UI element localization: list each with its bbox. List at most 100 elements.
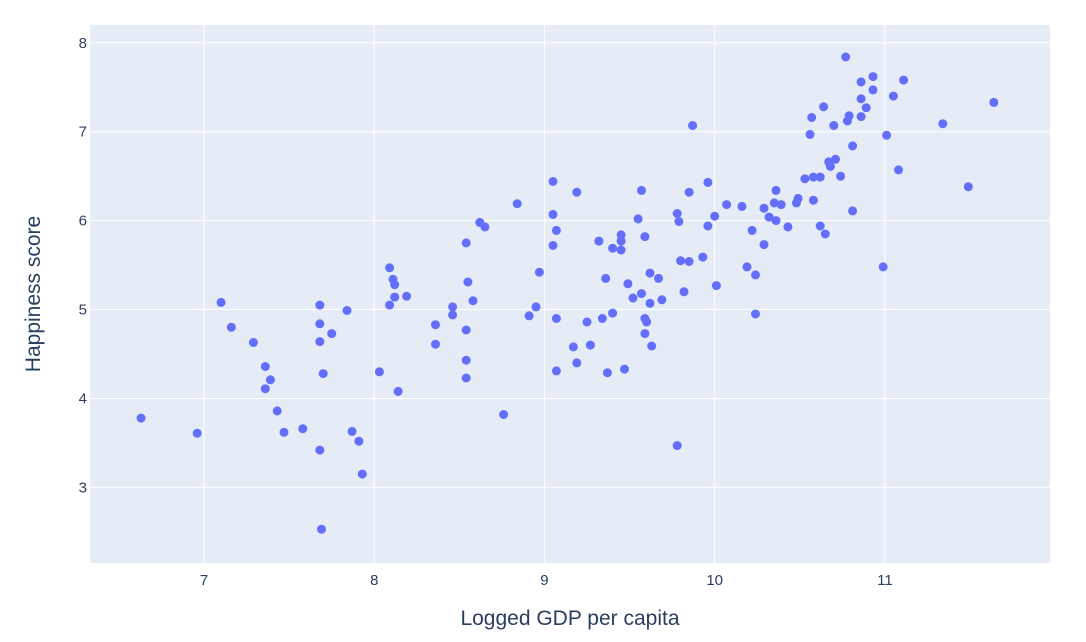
- scatter-point[interactable]: [616, 236, 626, 246]
- scatter-point[interactable]: [856, 94, 866, 104]
- scatter-point[interactable]: [226, 322, 236, 332]
- scatter-point[interactable]: [815, 172, 825, 182]
- scatter-point[interactable]: [431, 320, 440, 330]
- scatter-point[interactable]: [315, 445, 325, 455]
- scatter-point[interactable]: [327, 329, 337, 339]
- scatter-point[interactable]: [357, 469, 367, 479]
- scatter-point[interactable]: [265, 375, 275, 385]
- scatter-point[interactable]: [551, 225, 561, 235]
- scatter-point[interactable]: [684, 257, 694, 266]
- scatter-point[interactable]: [551, 366, 561, 376]
- scatter-point[interactable]: [620, 364, 629, 374]
- scatter-point[interactable]: [654, 273, 663, 283]
- scatter-point[interactable]: [807, 113, 817, 122]
- scatter-point[interactable]: [568, 342, 578, 352]
- scatter-point[interactable]: [374, 367, 384, 377]
- scatter-point[interactable]: [260, 384, 270, 394]
- scatter-point[interactable]: [645, 268, 655, 278]
- scatter-point[interactable]: [616, 230, 626, 240]
- scatter-point[interactable]: [548, 177, 558, 186]
- scatter-point[interactable]: [468, 296, 478, 306]
- scatter-point[interactable]: [848, 141, 858, 151]
- scatter-point[interactable]: [776, 200, 786, 210]
- scatter-point[interactable]: [548, 209, 558, 219]
- scatter-point[interactable]: [703, 221, 713, 231]
- scatter-point[interactable]: [856, 77, 866, 87]
- scatter-point[interactable]: [534, 267, 544, 277]
- scatter-point[interactable]: [793, 193, 803, 203]
- scatter-point[interactable]: [633, 214, 643, 224]
- scatter-point[interactable]: [808, 195, 818, 205]
- scatter-point[interactable]: [771, 185, 781, 195]
- scatter-point[interactable]: [298, 424, 308, 434]
- scatter-point[interactable]: [216, 297, 226, 307]
- scatter-point[interactable]: [672, 209, 682, 218]
- scatter-point[interactable]: [448, 310, 458, 320]
- scatter-point[interactable]: [815, 221, 825, 231]
- scatter-point[interactable]: [448, 302, 458, 312]
- scatter-point[interactable]: [894, 165, 903, 175]
- scatter-point[interactable]: [764, 212, 774, 222]
- scatter-point[interactable]: [642, 317, 652, 327]
- scatter-point[interactable]: [402, 291, 412, 301]
- scatter-point[interactable]: [808, 172, 818, 182]
- scatter-point[interactable]: [829, 121, 839, 130]
- scatter-point[interactable]: [637, 185, 646, 195]
- scatter-point[interactable]: [192, 428, 202, 438]
- scatter-point[interactable]: [820, 229, 830, 239]
- scatter-point[interactable]: [861, 103, 871, 113]
- scatter-point[interactable]: [825, 161, 835, 171]
- scatter-point[interactable]: [711, 281, 721, 291]
- scatter-point[interactable]: [317, 524, 326, 534]
- scatter-point[interactable]: [747, 225, 757, 235]
- scatter-point[interactable]: [672, 441, 682, 451]
- scatter-point[interactable]: [279, 427, 289, 437]
- scatter-point[interactable]: [354, 436, 364, 446]
- scatter-point[interactable]: [461, 325, 471, 335]
- scatter-point[interactable]: [800, 174, 810, 184]
- scatter-point[interactable]: [751, 309, 760, 319]
- scatter-point[interactable]: [878, 262, 888, 272]
- scatter-point[interactable]: [512, 199, 522, 209]
- scatter-point[interactable]: [647, 341, 657, 351]
- scatter-point[interactable]: [676, 256, 686, 266]
- scatter-point[interactable]: [480, 222, 490, 232]
- scatter-point[interactable]: [461, 355, 471, 365]
- scatter-point[interactable]: [848, 206, 858, 216]
- scatter-point[interactable]: [431, 339, 440, 349]
- scatter-point[interactable]: [899, 75, 909, 85]
- scatter-point[interactable]: [868, 72, 878, 82]
- scatter-point[interactable]: [759, 240, 769, 250]
- scatter-point[interactable]: [737, 201, 747, 211]
- scatter-point[interactable]: [759, 203, 769, 213]
- scatter-point[interactable]: [703, 177, 713, 187]
- scatter-point[interactable]: [628, 293, 638, 303]
- scatter-point[interactable]: [385, 300, 395, 310]
- scatter-point[interactable]: [548, 241, 558, 250]
- scatter-point[interactable]: [524, 311, 534, 321]
- scatter-point[interactable]: [315, 300, 325, 310]
- scatter-point[interactable]: [868, 85, 878, 95]
- scatter-point[interactable]: [594, 236, 604, 246]
- scatter-point[interactable]: [938, 119, 948, 129]
- scatter-point[interactable]: [608, 243, 618, 253]
- scatter-point[interactable]: [645, 298, 655, 308]
- scatter-point[interactable]: [722, 200, 732, 210]
- scatter-point[interactable]: [616, 245, 626, 255]
- scatter-point[interactable]: [461, 238, 471, 248]
- scatter-point[interactable]: [585, 340, 595, 350]
- scatter-point[interactable]: [318, 369, 328, 379]
- scatter-point[interactable]: [674, 217, 684, 226]
- scatter-point[interactable]: [679, 287, 689, 297]
- scatter-point[interactable]: [888, 91, 898, 101]
- scatter-point[interactable]: [841, 52, 851, 62]
- scatter-point[interactable]: [684, 187, 694, 197]
- scatter-point[interactable]: [385, 263, 395, 273]
- scatter-point[interactable]: [390, 292, 400, 302]
- scatter-point[interactable]: [601, 273, 611, 283]
- scatter-point[interactable]: [742, 262, 752, 272]
- scatter-point[interactable]: [531, 302, 541, 312]
- scatter-point[interactable]: [831, 154, 840, 164]
- scatter-point[interactable]: [844, 111, 854, 121]
- scatter-point[interactable]: [347, 426, 357, 436]
